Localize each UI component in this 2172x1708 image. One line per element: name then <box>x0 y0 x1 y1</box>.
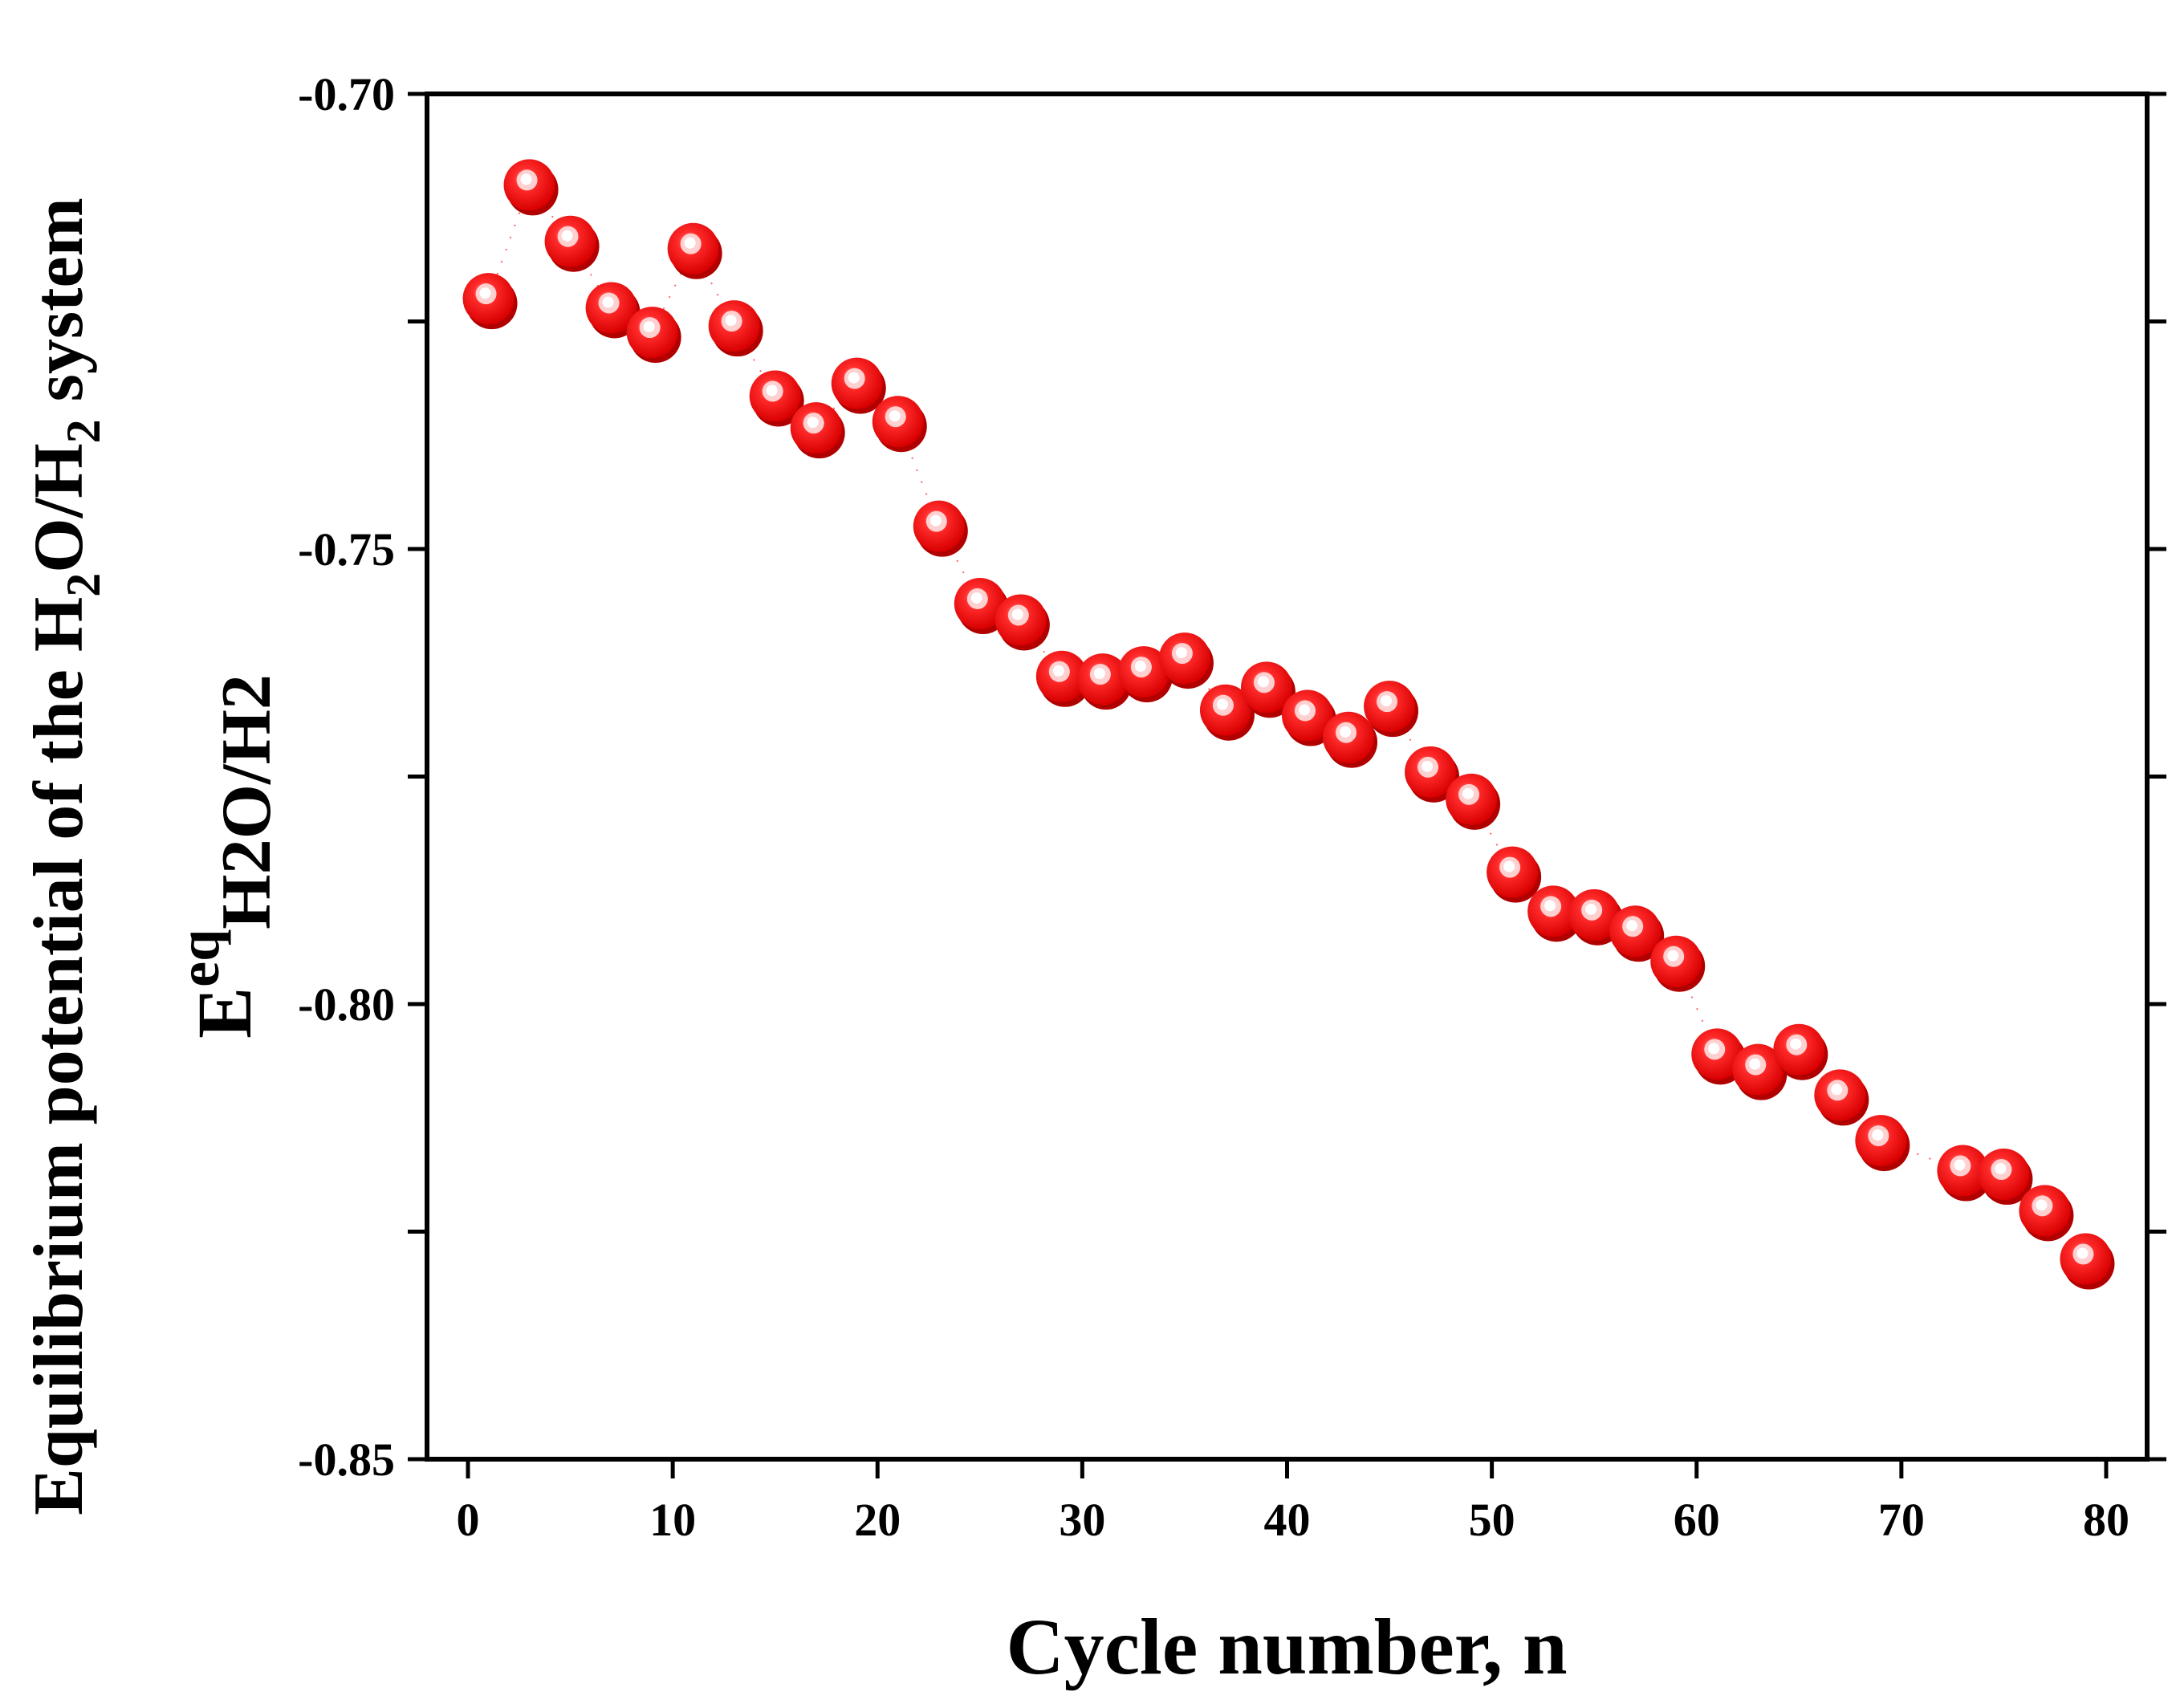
x-axis-ticks: 0 10 20 30 40 50 60 70 80 <box>457 1459 2129 1546</box>
x-tick-label: 50 <box>1469 1494 1515 1546</box>
y-tick-label: -0.75 <box>298 523 395 575</box>
data-point <box>1773 1023 1828 1080</box>
data-point <box>790 402 845 459</box>
data-points <box>462 159 2115 1290</box>
data-point <box>544 215 600 272</box>
data-point <box>1978 1149 2033 1206</box>
y-tick-label: -0.80 <box>298 978 395 1031</box>
y-axis-title-outer: Equilibrium potential of the H2O/H2 syst… <box>20 197 110 1515</box>
data-point <box>667 222 722 279</box>
data-point <box>994 594 1050 651</box>
y-axis-title-inner: EeqH2O/H2 <box>167 674 286 1039</box>
data-point <box>1446 773 1501 830</box>
x-tick-label: 0 <box>457 1494 480 1546</box>
data-point <box>1527 885 1583 942</box>
data-point <box>626 307 681 364</box>
x-tick-label: 60 <box>1674 1494 1720 1546</box>
data-point <box>462 273 518 330</box>
data-point <box>1487 846 1542 903</box>
data-point <box>1364 681 1419 738</box>
y-tick-label: -0.85 <box>298 1434 395 1486</box>
data-point <box>1405 746 1460 803</box>
data-point <box>1937 1145 1992 1202</box>
data-point <box>2019 1185 2074 1242</box>
data-point <box>585 282 641 339</box>
data-point <box>831 357 886 414</box>
data-point <box>1158 632 1214 689</box>
plot-frame <box>425 92 2150 1462</box>
data-point <box>1240 661 1295 718</box>
data-point <box>503 159 559 216</box>
data-point <box>749 370 804 427</box>
x-tick-label: 40 <box>1264 1494 1311 1546</box>
data-point <box>1609 905 1665 962</box>
data-point <box>872 396 927 453</box>
data-point <box>1035 650 1091 707</box>
x-tick-label: 10 <box>649 1494 696 1546</box>
data-point <box>1814 1069 1869 1126</box>
x-tick-label: 70 <box>1878 1494 1925 1546</box>
data-point <box>913 500 968 557</box>
data-point <box>1855 1115 1910 1172</box>
x-tick-label: 20 <box>854 1494 901 1546</box>
data-point <box>1199 684 1255 741</box>
data-point <box>1323 711 1378 768</box>
data-point <box>1650 935 1706 992</box>
data-point <box>2060 1233 2115 1290</box>
data-point <box>954 578 1009 635</box>
data-point <box>1282 689 1337 746</box>
x-tick-label: 80 <box>2083 1494 2129 1546</box>
y-axis-ticks: -0.70 -0.75 -0.80 -0.85 <box>298 68 2166 1486</box>
data-point <box>708 300 763 357</box>
x-tick-label: 30 <box>1059 1494 1105 1546</box>
y-tick-label: -0.70 <box>298 68 395 120</box>
data-point <box>1732 1043 1788 1100</box>
x-axis-title: Cycle number, n <box>1006 1602 1567 1691</box>
